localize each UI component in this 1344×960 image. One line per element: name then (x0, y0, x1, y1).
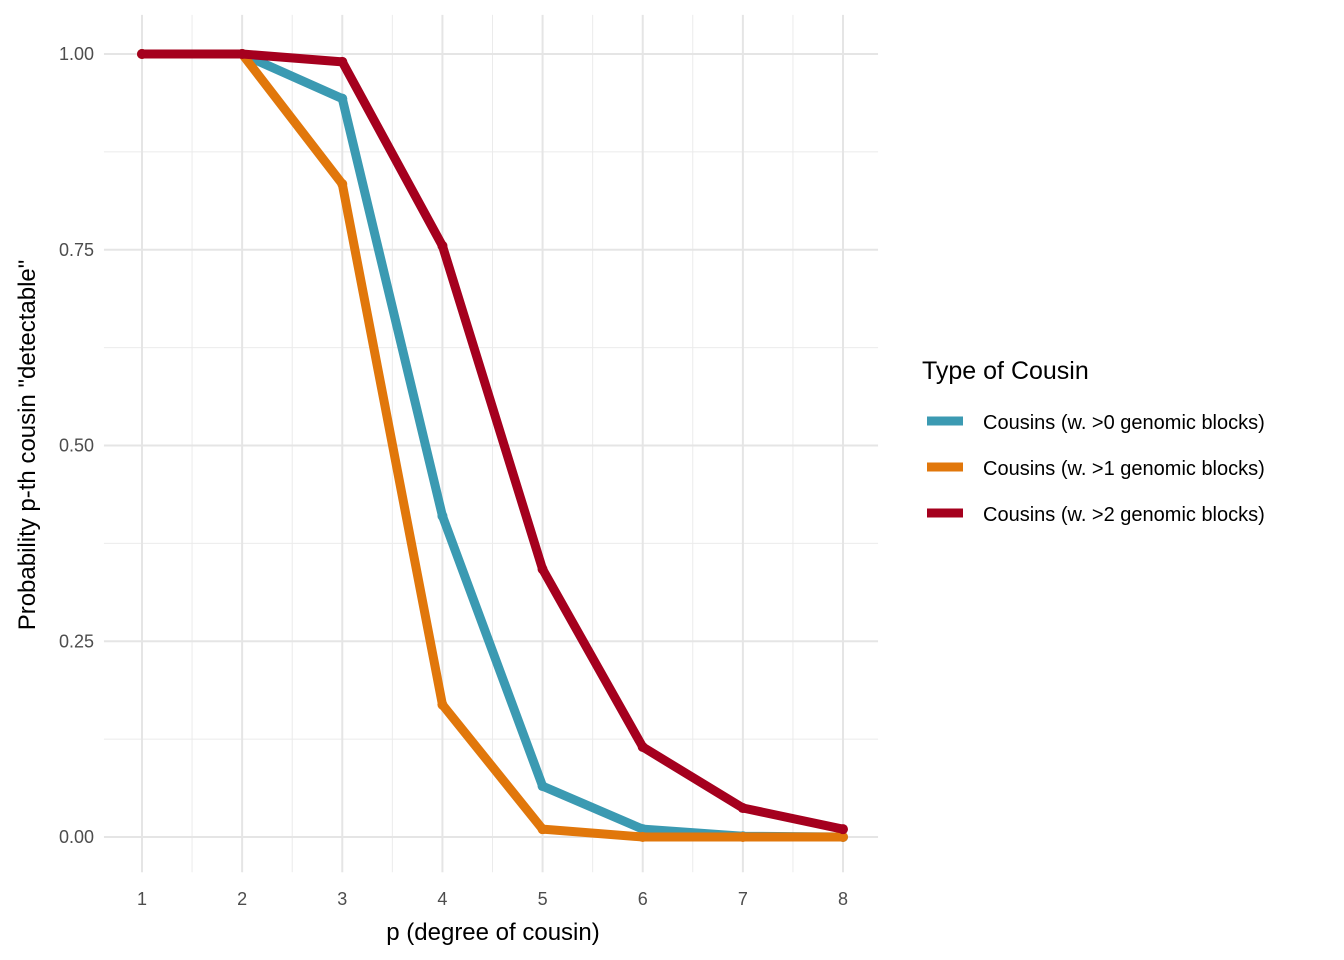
y-tick-label: 1.00 (59, 44, 94, 64)
x-tick-label: 5 (538, 889, 548, 909)
y-tick-label: 0.25 (59, 631, 94, 651)
data-point (437, 699, 448, 710)
x-tick-label: 4 (437, 889, 447, 909)
legend-label: Cousins (w. >2 genomic blocks) (983, 504, 1265, 526)
data-point (838, 824, 848, 835)
legend-label: Cousins (w. >0 genomic blocks) (983, 412, 1265, 434)
x-tick-label: 3 (337, 889, 347, 909)
data-point (537, 564, 548, 575)
data-point (437, 510, 448, 521)
data-point (237, 49, 248, 59)
data-point (337, 178, 348, 189)
x-axis-title: p (degree of cousin) (386, 919, 599, 946)
y-tick-label: 0.00 (59, 827, 94, 847)
data-point (838, 832, 848, 842)
data-point (737, 803, 748, 814)
x-tick-label: 1 (137, 889, 147, 909)
data-point (537, 781, 548, 792)
data-point (337, 56, 348, 67)
x-tick-label: 8 (838, 889, 848, 909)
legend-label: Cousins (w. >1 genomic blocks) (983, 458, 1265, 480)
grid (103, 14, 879, 873)
data-point (637, 741, 648, 752)
data-point (737, 832, 748, 842)
x-tick-label: 7 (738, 889, 748, 909)
x-tick-label: 6 (638, 889, 648, 909)
series-lines (137, 49, 848, 842)
y-tick-label: 0.50 (59, 436, 94, 456)
y-axis-title: Probability p-th cousin "detectable" (14, 260, 41, 631)
series-line (142, 49, 844, 834)
data-point (337, 93, 348, 104)
data-point (137, 49, 147, 59)
data-point (437, 240, 448, 251)
x-tick-label: 2 (237, 889, 247, 909)
x-axis-ticks: 1 2 3 4 5 6 7 8 (137, 889, 848, 909)
y-axis-ticks: 0.00 0.25 0.50 0.75 1.00 (59, 44, 94, 847)
data-point (637, 832, 648, 842)
legend: Type of Cousin Cousins (w. >0 genomic bl… (922, 357, 1265, 526)
series-line (142, 49, 843, 842)
y-tick-label: 0.75 (59, 240, 94, 260)
legend-title: Type of Cousin (922, 357, 1089, 385)
data-point (537, 824, 548, 835)
data-point (637, 824, 648, 835)
